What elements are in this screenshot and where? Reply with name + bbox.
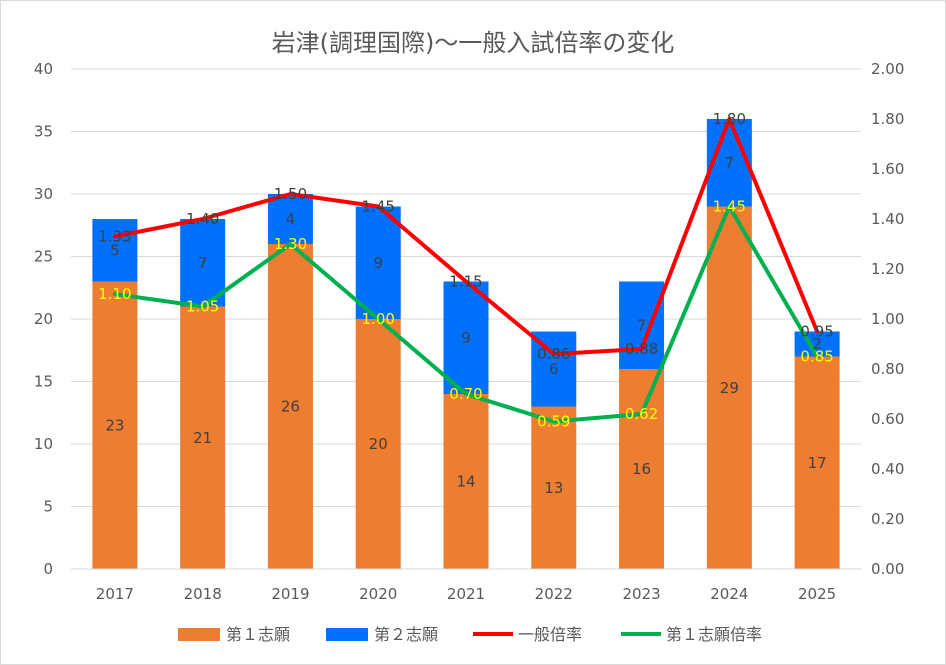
right-axis-tick-label: 1.40 bbox=[871, 210, 904, 228]
right-axis-tick-label: 1.60 bbox=[871, 160, 904, 178]
first-choice-rate-label: 1.00 bbox=[362, 310, 395, 328]
left-axis-tick-label: 0 bbox=[43, 560, 53, 578]
bar-second-choice bbox=[180, 219, 226, 307]
x-axis-tick-label: 2025 bbox=[798, 585, 836, 603]
legend-swatch-first-choice bbox=[178, 628, 220, 641]
x-axis: 2017 2018 2019 2020 2021 2022 2023 2024 2025 bbox=[71, 568, 861, 603]
general-rate-label: 0.88 bbox=[625, 340, 658, 358]
bar-value-label-second-choice: 2 bbox=[812, 335, 822, 353]
first-choice-rate-label: 1.45 bbox=[713, 198, 746, 216]
x-axis-tick-label: 2017 bbox=[96, 585, 134, 603]
legend-label-second-choice: 第２志願 bbox=[374, 625, 438, 644]
bar-value-label-second-choice: 7 bbox=[725, 154, 735, 172]
x-axis-tick-label: 2023 bbox=[622, 585, 660, 603]
right-axis-tick-label: 1.80 bbox=[871, 110, 904, 128]
right-axis-tick-label: 0.20 bbox=[871, 510, 904, 528]
legend-label-first-choice: 第１志願 bbox=[226, 625, 290, 644]
right-axis-tick-label: 0.40 bbox=[871, 460, 904, 478]
left-axis-tick-label: 5 bbox=[43, 498, 53, 516]
bar-value-label-first-choice: 16 bbox=[632, 460, 651, 478]
bar-first-choice bbox=[180, 306, 226, 569]
legend-label-general-rate: 一般倍率 bbox=[518, 625, 582, 644]
bar-value-label-second-choice: 4 bbox=[286, 210, 296, 228]
bar-first-choice bbox=[531, 406, 577, 569]
bars bbox=[92, 119, 840, 569]
general-rate-label: 0.95 bbox=[800, 323, 833, 341]
first-choice-rate-label: 0.59 bbox=[537, 413, 570, 431]
general-rate-label: 1.50 bbox=[274, 185, 307, 203]
general-rate-label: 0.86 bbox=[537, 345, 570, 363]
left-axis-tick-label: 30 bbox=[34, 185, 53, 203]
bar-value-label-first-choice: 20 bbox=[369, 435, 388, 453]
bar-first-choice bbox=[92, 281, 138, 569]
chart-title: 岩津(調理国際)〜一般入試倍率の変化 bbox=[272, 29, 675, 57]
left-axis-tick-label: 10 bbox=[34, 435, 53, 453]
bar-first-choice bbox=[267, 244, 313, 569]
legend: 第１志願 第２志願 一般倍率 第１志願倍率 bbox=[178, 625, 762, 644]
bar-second-choice bbox=[794, 331, 840, 357]
bar-value-label-first-choice: 13 bbox=[544, 479, 563, 497]
bar-value-label-first-choice: 29 bbox=[720, 379, 739, 397]
bar-value-label-second-choice: 9 bbox=[461, 329, 471, 347]
left-y-axis: 0 5 10 15 20 25 30 35 40 bbox=[34, 60, 53, 578]
bar-second-choice bbox=[443, 281, 489, 394]
first-choice-rate-label: 1.30 bbox=[274, 235, 307, 253]
general-rate-label: 1.40 bbox=[186, 210, 219, 228]
bar-value-label-first-choice: 21 bbox=[193, 429, 212, 447]
left-axis-tick-label: 25 bbox=[34, 248, 53, 266]
left-axis-tick-label: 40 bbox=[34, 60, 53, 78]
right-axis-tick-label: 0.60 bbox=[871, 410, 904, 428]
data-labels: 23 5 21 7 26 4 20 9 14 9 13 6 16 7 29 7 17 2 1.33 1.40 1.50 1… bbox=[98, 110, 834, 497]
x-axis-tick-label: 2021 bbox=[447, 585, 485, 603]
bar-value-label-second-choice: 7 bbox=[198, 254, 208, 272]
bar-second-choice bbox=[619, 281, 665, 369]
left-axis-tick-label: 20 bbox=[34, 310, 53, 328]
bar-first-choice bbox=[443, 394, 489, 569]
bar-first-choice bbox=[355, 319, 401, 569]
bar-value-label-first-choice: 23 bbox=[105, 416, 124, 434]
general-rate-label: 1.33 bbox=[98, 228, 131, 246]
right-axis-tick-label: 1.00 bbox=[871, 310, 904, 328]
rate-lines bbox=[112, 117, 820, 424]
first-choice-rate-label: 0.85 bbox=[800, 348, 833, 366]
x-axis-tick-label: 2024 bbox=[710, 585, 748, 603]
x-axis-tick-label: 2019 bbox=[271, 585, 309, 603]
bar-value-label-first-choice: 26 bbox=[281, 398, 300, 416]
bar-first-choice bbox=[619, 369, 665, 569]
general-rate-label: 1.45 bbox=[362, 198, 395, 216]
bar-value-label-second-choice: 9 bbox=[373, 254, 383, 272]
legend-swatch-second-choice bbox=[326, 628, 368, 641]
x-axis-tick-label: 2018 bbox=[184, 585, 222, 603]
first-choice-rate-label: 1.10 bbox=[98, 285, 131, 303]
general-rate-label: 1.80 bbox=[713, 110, 746, 128]
bar-value-label-first-choice: 17 bbox=[808, 454, 827, 472]
right-axis-tick-label: 2.00 bbox=[871, 60, 904, 78]
bar-value-label-second-choice: 7 bbox=[637, 316, 647, 334]
general-rate-label: 1.15 bbox=[449, 273, 482, 291]
x-axis-tick-label: 2022 bbox=[535, 585, 573, 603]
right-axis-tick-label: 0.00 bbox=[871, 560, 904, 578]
right-axis-tick-label: 0.80 bbox=[871, 360, 904, 378]
bar-first-choice bbox=[706, 206, 752, 569]
first-choice-rate-line bbox=[112, 204, 820, 424]
bar-second-choice bbox=[355, 206, 401, 319]
left-axis-tick-label: 15 bbox=[34, 373, 53, 391]
first-choice-rate-label: 0.62 bbox=[625, 405, 658, 423]
bar-second-choice bbox=[267, 194, 313, 244]
legend-label-first-choice-rate: 第１志願倍率 bbox=[666, 625, 762, 644]
bar-value-label-second-choice: 6 bbox=[549, 360, 559, 378]
left-axis-tick-label: 35 bbox=[34, 123, 53, 141]
bar-value-label-second-choice: 5 bbox=[110, 241, 120, 259]
right-axis-tick-label: 1.20 bbox=[871, 260, 904, 278]
first-choice-rate-label: 1.05 bbox=[186, 298, 219, 316]
x-axis-tick-label: 2020 bbox=[359, 585, 397, 603]
bar-first-choice bbox=[794, 356, 840, 569]
first-choice-rate-label: 0.70 bbox=[449, 385, 482, 403]
bar-second-choice bbox=[92, 219, 138, 282]
right-y-axis: 0.00 0.20 0.40 0.60 0.80 1.00 1.20 1.40 1.60 1.80… bbox=[871, 60, 904, 578]
general-rate-line bbox=[112, 117, 820, 356]
bar-value-label-first-choice: 14 bbox=[456, 473, 475, 491]
